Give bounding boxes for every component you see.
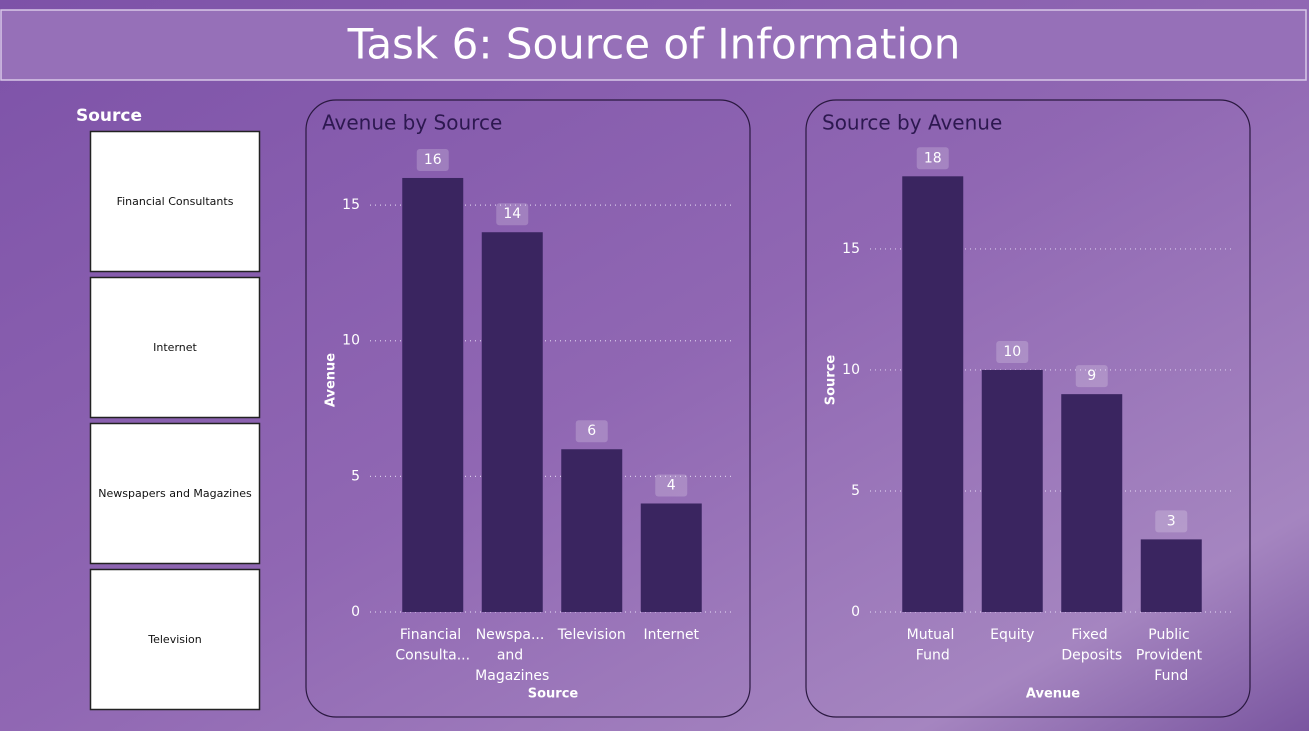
y-axis-title: Source xyxy=(824,355,839,406)
y-tick-label: 15 xyxy=(342,197,360,213)
data-label-box xyxy=(1075,365,1108,388)
y-tick-label: 0 xyxy=(351,604,360,620)
data-label-box xyxy=(996,340,1029,363)
data-label: 3 xyxy=(1167,513,1176,529)
x-tick-label: Television xyxy=(557,627,626,643)
slicer-tile[interactable] xyxy=(89,276,261,419)
data-label: 9 xyxy=(1087,368,1096,384)
data-label-box xyxy=(416,148,449,171)
slicer-item-label[interactable]: Internet xyxy=(153,341,197,354)
x-tick-label: Public Provident Fund xyxy=(1136,627,1207,684)
data-label: 4 xyxy=(667,477,676,493)
data-label: 10 xyxy=(1003,344,1021,360)
data-label-box xyxy=(1155,510,1188,533)
y-tick-label: 10 xyxy=(842,362,860,378)
x-tick-label: Equity xyxy=(990,627,1034,643)
slicer-tile[interactable] xyxy=(89,568,261,711)
data-label: 18 xyxy=(924,150,942,166)
header-box xyxy=(0,9,1307,81)
x-tick-label: Mutual Fund xyxy=(907,627,959,664)
slicer-tile[interactable] xyxy=(89,422,261,565)
x-axis-title: Source xyxy=(528,687,579,702)
y-tick-label: 5 xyxy=(851,483,860,499)
y-tick-label: 10 xyxy=(342,333,360,349)
x-tick-label: Newspa... and Magazines xyxy=(475,627,549,684)
slicer-tile[interactable] xyxy=(89,130,261,273)
bar xyxy=(981,369,1043,612)
slicer-item-label[interactable]: Newspapers and Magazines xyxy=(98,487,252,500)
slicer-item-label[interactable]: Television xyxy=(147,633,202,646)
chart-card xyxy=(805,99,1251,718)
y-tick-label: 15 xyxy=(842,241,860,257)
bar xyxy=(1140,539,1202,612)
x-tick-label: Internet xyxy=(643,627,699,643)
bar xyxy=(561,449,623,612)
chart-title: Source by Avenue xyxy=(822,111,1002,135)
page-title: Task 6: Source of Information xyxy=(347,20,961,69)
bar xyxy=(402,177,464,613)
data-label: 16 xyxy=(424,152,442,168)
slicer-item-label[interactable]: Financial Consultants xyxy=(117,195,234,208)
bar xyxy=(481,232,543,612)
data-label-box xyxy=(575,420,608,443)
chart-card xyxy=(305,99,751,718)
chart-title: Avenue by Source xyxy=(322,111,502,135)
data-label: 6 xyxy=(587,423,596,439)
x-axis-title: Avenue xyxy=(1026,687,1080,702)
data-label-box xyxy=(496,203,529,226)
y-tick-label: 5 xyxy=(351,468,360,484)
data-label-box xyxy=(655,474,688,497)
x-tick-label: Financial Consulta... xyxy=(395,627,470,664)
data-label-box xyxy=(916,147,949,170)
data-label: 14 xyxy=(503,206,521,222)
y-axis-title: Avenue xyxy=(324,353,339,407)
bar xyxy=(1061,394,1123,612)
bar xyxy=(640,503,702,612)
slicer-label: Source xyxy=(76,106,142,126)
bar xyxy=(902,176,964,613)
y-tick-label: 0 xyxy=(851,604,860,620)
x-tick-label: Fixed Deposits xyxy=(1061,627,1122,664)
